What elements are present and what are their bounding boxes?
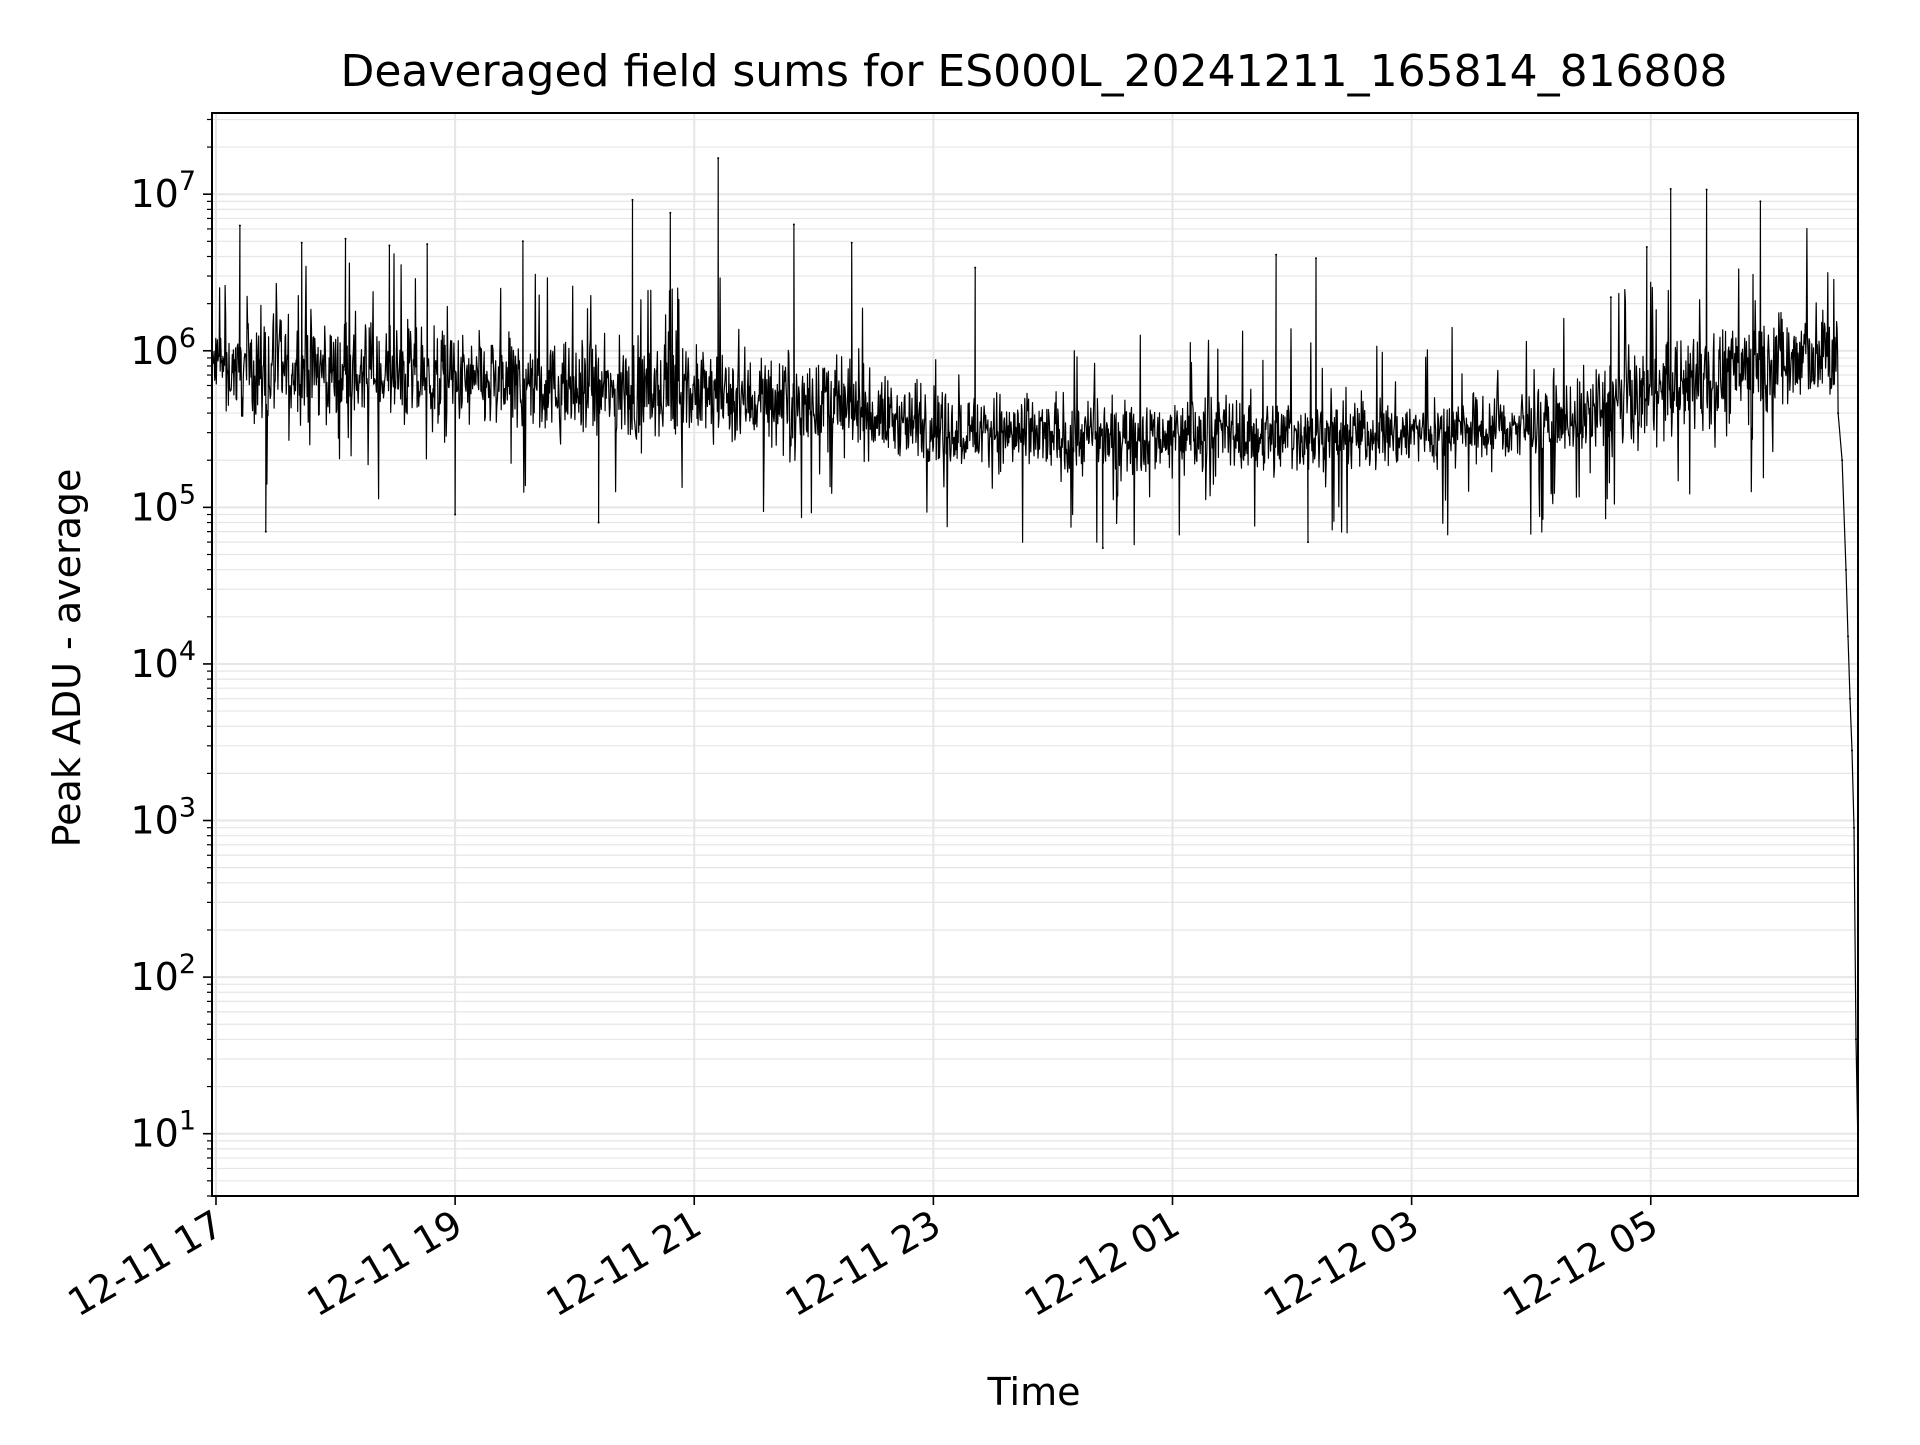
tail-point [1853,826,1855,829]
spike-point [264,530,267,533]
spike-point [792,223,795,226]
spike-point [426,243,429,246]
spike-point [1275,253,1278,256]
tail-point [1841,459,1844,462]
y-tick-label: 101 [130,1106,196,1156]
spike-point [1609,296,1612,299]
spike-point [597,521,600,524]
spike-point [974,266,977,269]
y-tick-label: 102 [130,949,196,999]
chart-title: Deaveraged field sums for ES000L_2024121… [340,46,1727,97]
y-axis-label: Peak ADU - average [45,469,89,848]
y-tick-label: 106 [130,323,196,373]
tail-point [1855,1038,1857,1041]
tail-point [1849,697,1851,700]
spike-point [850,241,853,244]
y-tick-label: 105 [130,479,196,529]
spike-point [344,237,347,240]
spike-point [631,198,634,201]
y-tick-label: 107 [130,166,196,216]
spike-point [388,244,391,247]
y-tick-label: 104 [130,636,196,686]
spike-point [1315,257,1317,260]
spike-point [1705,188,1708,191]
spike-point [1759,200,1762,203]
spike-point [1101,547,1104,549]
x-axis-label: Time [987,1370,1081,1414]
tail-point [1845,568,1847,571]
tail-point [1851,749,1853,752]
tail-point [1847,635,1849,638]
spike-point [300,241,303,244]
tail-point [1837,412,1840,415]
plot-area-frame [211,112,1859,1197]
spike-point [717,157,720,160]
series-line [212,157,1859,1149]
spike-point [454,513,457,516]
spike-point [238,224,241,227]
spike-point [1669,188,1672,190]
spike-point [1307,541,1309,544]
spike-point [521,240,524,243]
data-layer [212,157,1859,1150]
y-tick-label: 103 [130,793,196,843]
spike-point [1645,246,1648,248]
spike-point [669,211,672,214]
